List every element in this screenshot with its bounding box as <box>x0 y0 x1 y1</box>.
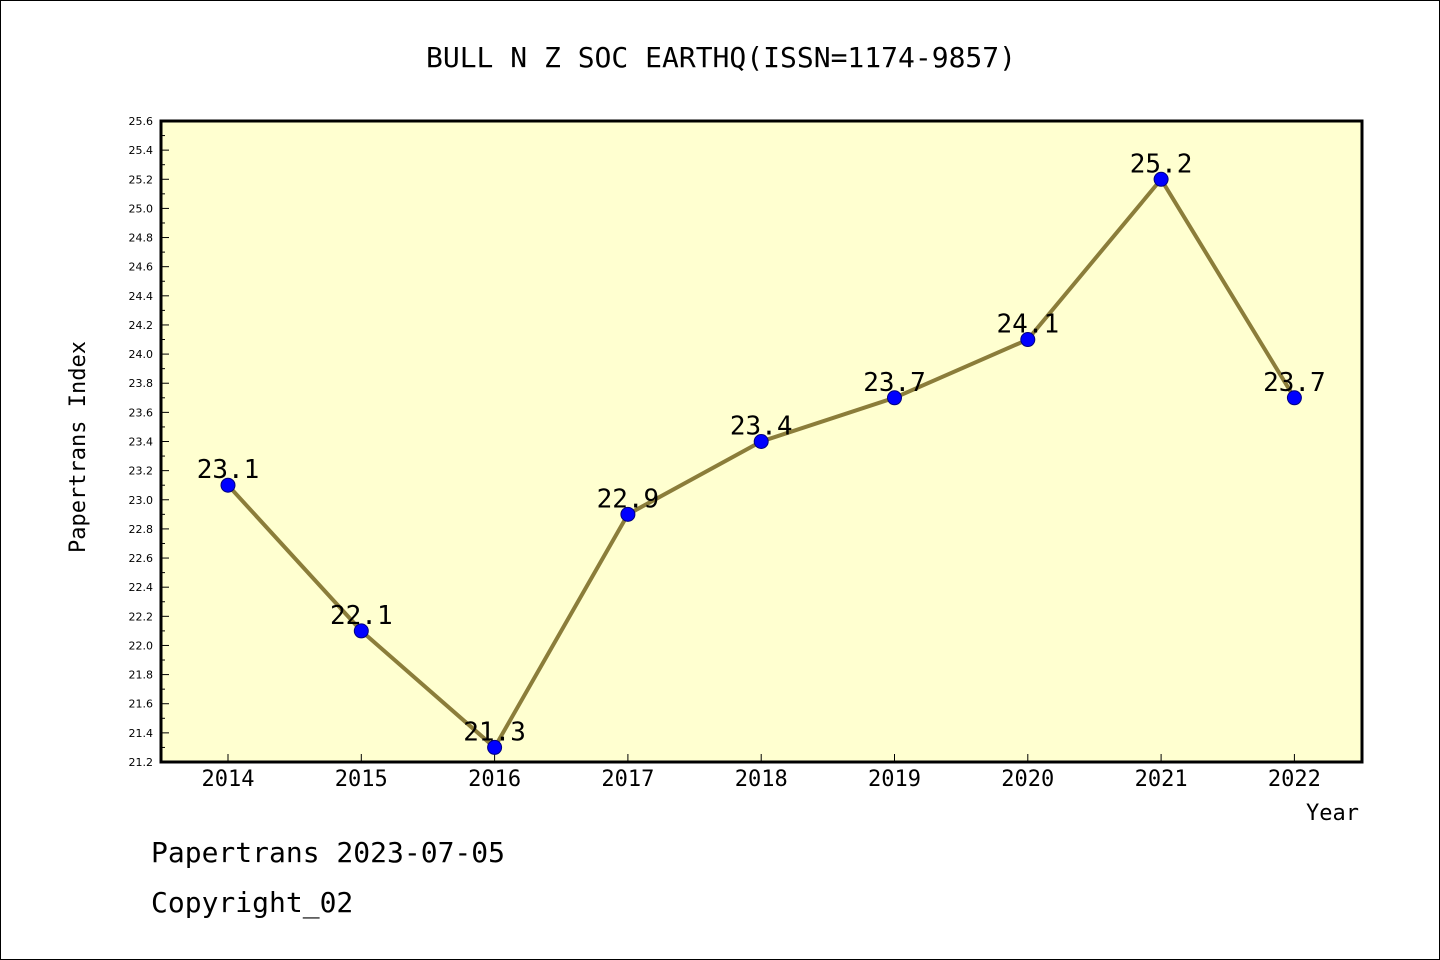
y-tick-label: 22.6 <box>129 552 154 565</box>
y-tick-label: 24.6 <box>129 261 154 274</box>
data-point <box>1286 390 1302 406</box>
data-point <box>487 739 503 755</box>
footer-copyright: Copyright_02 <box>151 886 354 919</box>
data-label: 24.1 <box>996 310 1059 340</box>
x-tick-label: 2022 <box>1268 767 1321 792</box>
y-tick-label: 23.8 <box>129 377 154 390</box>
y-tick-label: 21.8 <box>129 669 154 682</box>
y-tick-label: 24.2 <box>129 319 154 332</box>
x-tick-label: 2019 <box>868 767 921 792</box>
y-tick-label: 24.4 <box>129 290 154 303</box>
x-tick-label: 2018 <box>735 767 788 792</box>
data-points <box>220 171 1302 755</box>
y-tick-label: 23.4 <box>129 436 154 449</box>
x-tick-label: 2016 <box>468 767 521 792</box>
x-tick-label: 2014 <box>202 767 255 792</box>
y-tick-label: 22.2 <box>129 610 154 623</box>
x-tick-label: 2021 <box>1135 767 1188 792</box>
data-label: 23.4 <box>730 412 793 442</box>
x-tick-label: 2017 <box>601 767 654 792</box>
y-tick-label: 22.0 <box>129 639 154 652</box>
chart-title: BULL N Z SOC EARTHQ(ISSN=1174-9857) <box>426 41 1016 74</box>
data-point <box>353 623 369 639</box>
y-tick-label: 21.6 <box>129 698 154 711</box>
data-label: 22.1 <box>330 601 393 631</box>
data-labels: 23.1 22.1 21.3 22.9 23.4 23.7 24.1 25.2 23.7 <box>197 149 1326 747</box>
data-label: 25.2 <box>1130 149 1193 179</box>
x-axis-label: Year <box>1306 801 1359 826</box>
y-tick-label: 25.0 <box>129 202 154 215</box>
x-tick-label: 2015 <box>335 767 388 792</box>
x-tick-label: 2020 <box>1001 767 1054 792</box>
y-tick-label: 23.6 <box>129 406 154 419</box>
data-point <box>1020 332 1036 348</box>
data-label: 23.7 <box>863 368 926 398</box>
y-axis-ticks: 21.2 21.4 21.6 21.8 22.0 22.2 22.4 22.6 22.8 23.0… <box>129 115 169 769</box>
data-point <box>620 506 636 522</box>
footer-date: Papertrans 2023-07-05 <box>151 836 506 869</box>
y-tick-label: 22.8 <box>129 523 154 536</box>
y-tick-label: 24.0 <box>129 348 154 361</box>
data-label: 21.3 <box>463 717 526 747</box>
y-tick-label: 22.4 <box>129 581 154 594</box>
y-tick-label: 21.4 <box>129 727 154 740</box>
data-point <box>220 477 236 493</box>
data-label: 23.7 <box>1263 368 1326 398</box>
data-point <box>753 434 769 449</box>
y-tick-label: 25.6 <box>129 115 154 128</box>
y-tick-label: 23.0 <box>129 494 154 507</box>
x-axis-ticks: 2014 2015 2016 2017 2018 2019 2020 2021 2022 <box>202 754 1321 792</box>
y-tick-label: 23.2 <box>129 465 154 478</box>
y-axis-label: Papertrans Index <box>66 341 91 553</box>
y-tick-label: 21.2 <box>129 756 154 769</box>
data-point <box>1153 171 1169 187</box>
data-label: 23.1 <box>197 455 260 485</box>
y-tick-label: 25.4 <box>129 144 154 157</box>
y-tick-label: 25.2 <box>129 173 154 186</box>
y-tick-label: 24.8 <box>129 232 154 245</box>
data-label: 22.9 <box>597 484 660 514</box>
data-point <box>887 390 902 406</box>
